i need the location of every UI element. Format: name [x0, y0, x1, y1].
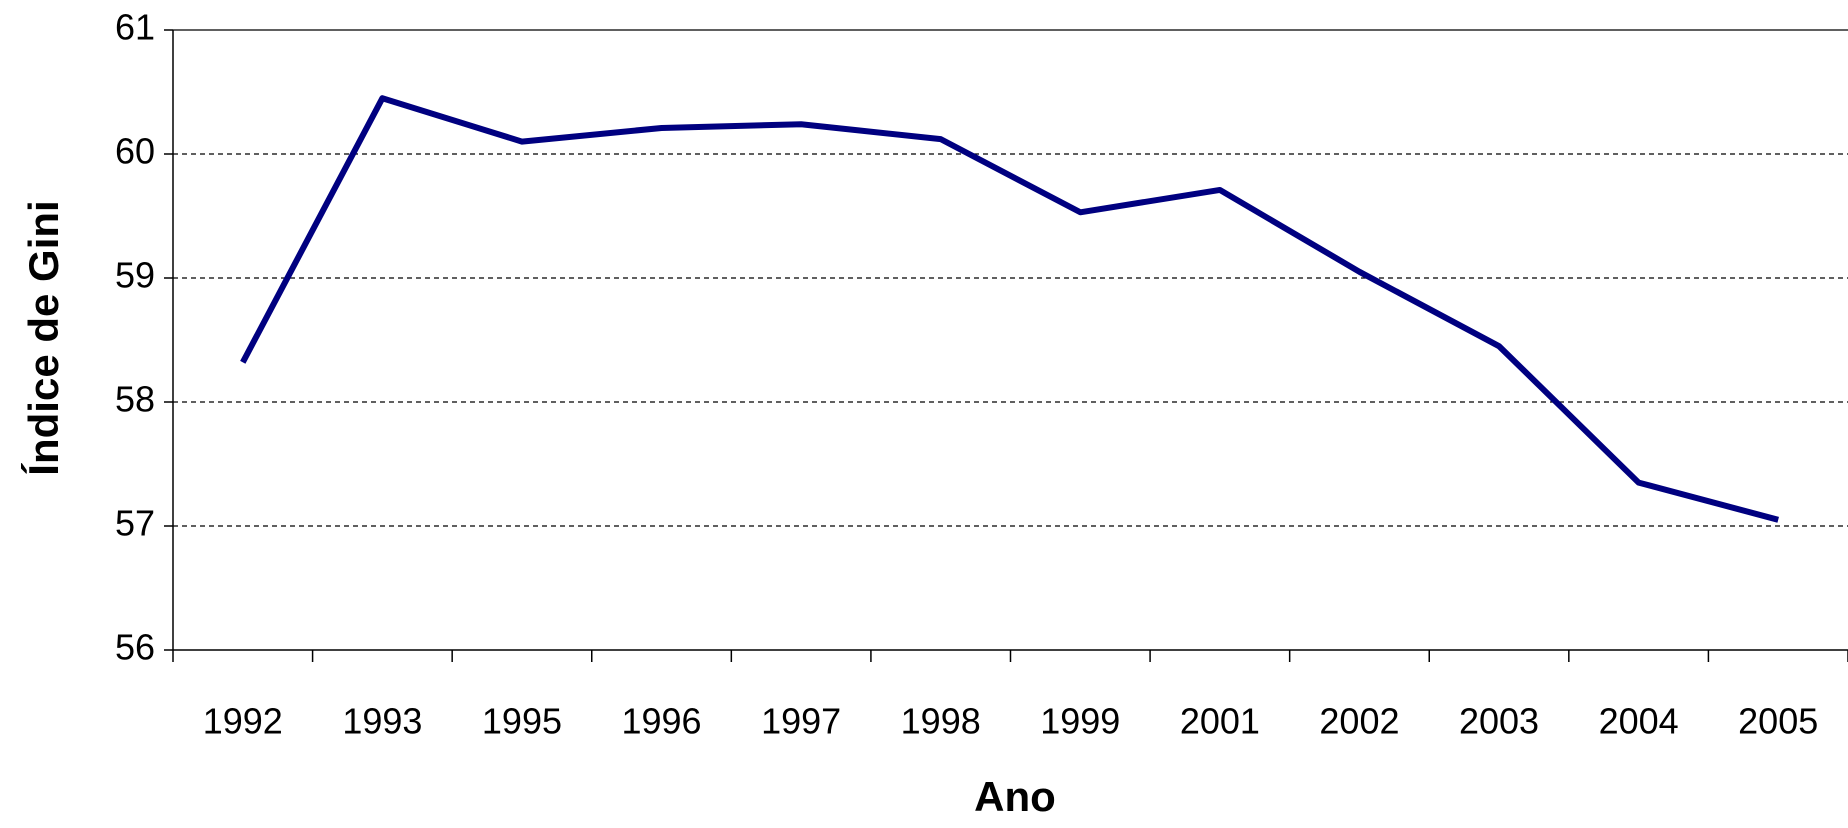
x-tick-label: 2002	[1319, 701, 1399, 742]
y-tick-label: 57	[115, 503, 155, 544]
x-tick-label: 2003	[1459, 701, 1539, 742]
x-axis-title: Ano	[974, 773, 1056, 820]
x-tick-label: 2004	[1599, 701, 1679, 742]
y-tick-label: 56	[115, 627, 155, 668]
y-tick-label: 61	[115, 7, 155, 48]
y-tick-label: 60	[115, 131, 155, 172]
x-tick-label: 1996	[621, 701, 701, 742]
x-tick-label: 2005	[1738, 701, 1818, 742]
x-tick-label: 1993	[342, 701, 422, 742]
x-tick-label: 1992	[203, 701, 283, 742]
x-tick-label: 1998	[901, 701, 981, 742]
y-axis-title: Índice de Gini	[20, 200, 67, 475]
data-line	[240, 95, 1779, 523]
y-tick-label: 59	[115, 255, 155, 296]
x-tick-label: 2001	[1180, 701, 1260, 742]
x-tick-label: 1997	[761, 701, 841, 742]
x-tick-label: 1999	[1040, 701, 1120, 742]
x-tick-label: 1995	[482, 701, 562, 742]
y-tick-label: 58	[115, 379, 155, 420]
